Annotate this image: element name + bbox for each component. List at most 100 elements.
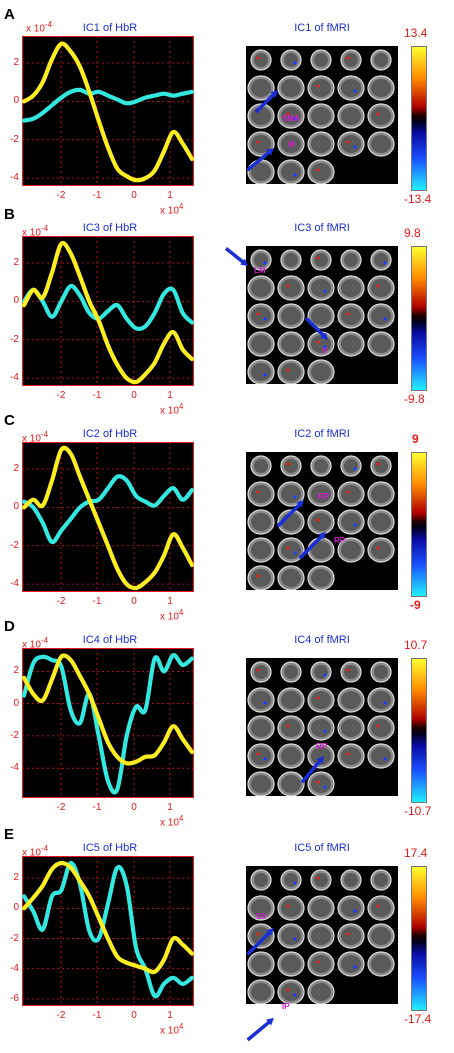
activation-spot <box>293 173 297 177</box>
y-tick-label: -6 <box>10 992 19 1004</box>
x-multiplier-exp: 4 <box>178 402 184 411</box>
x-tick-label: -2 <box>56 190 66 201</box>
y-multiplier-exp: -4 <box>40 430 49 439</box>
x-multiplier-base: x 10 <box>160 205 179 217</box>
brain-slice-inner <box>314 873 328 887</box>
y-tick-label: -2 <box>10 333 19 345</box>
brain-slice-inner <box>311 363 331 381</box>
x-multiplier-base: x 10 <box>160 1025 179 1037</box>
x-multiplier: x 104 <box>160 402 183 416</box>
x-multiplier: x 104 <box>160 608 183 622</box>
brain-slice-inner <box>251 719 271 737</box>
activation-spot <box>286 284 290 288</box>
brain-slice-inner <box>311 485 331 503</box>
brain-slice-inner <box>251 307 271 325</box>
x-tick-label: 1 <box>167 802 173 813</box>
activation-spot <box>353 467 357 471</box>
arrow-marker <box>242 138 282 183</box>
activation-spot <box>256 668 260 672</box>
arrow-marker <box>218 238 258 283</box>
brain-slice-inner <box>281 747 301 765</box>
brain-slice-inner <box>284 873 298 887</box>
activation-spot <box>316 780 320 784</box>
activation-spot <box>383 261 387 265</box>
brain-slice-inner <box>311 899 331 917</box>
brain-slice-inner <box>344 53 358 67</box>
activation-spot <box>286 462 290 466</box>
arrow-shaft <box>304 316 327 339</box>
fmri-title: IC2 of fMRI <box>294 428 350 440</box>
brain-slice-inner <box>284 459 298 473</box>
brain-slice-inner <box>251 775 271 793</box>
brain-slice-inner <box>281 485 301 503</box>
y-multiplier-base: x 10 <box>26 23 45 35</box>
brain-slice-inner <box>281 541 301 559</box>
colorbar <box>411 658 427 803</box>
activation-spot <box>353 965 357 969</box>
y-tick-label: 0 <box>13 697 19 709</box>
plot-frame <box>22 442 194 592</box>
brain-slice-inner <box>341 307 361 325</box>
region-annotation: RP <box>316 742 328 751</box>
y-tick-label: 0 <box>13 295 19 307</box>
cyan-series-line <box>22 653 194 795</box>
cyan-series-line <box>22 87 194 123</box>
activation-spot <box>293 551 297 555</box>
brain-slice-inner <box>314 53 328 67</box>
activation-spot <box>376 284 380 288</box>
y-multiplier: x 10-4 <box>26 20 52 34</box>
panel-letter: C <box>4 412 15 429</box>
y-multiplier: x 10-4 <box>22 844 48 858</box>
activation-spot <box>256 490 260 494</box>
brain-slice-inner <box>314 253 328 267</box>
brain-slice-inner <box>311 163 331 181</box>
x-tick-label: 0 <box>131 802 137 813</box>
arrow-shaft <box>246 929 273 956</box>
brain-slice-inner <box>311 569 331 587</box>
activation-spot <box>293 937 297 941</box>
activation-spot <box>286 368 290 372</box>
fmri-brain-montage <box>246 452 398 591</box>
activation-spot <box>293 993 297 997</box>
brain-slice-inner <box>254 873 268 887</box>
brain-slice-inner <box>311 691 331 709</box>
x-multiplier: x 104 <box>160 1022 183 1036</box>
arrow-head <box>266 1018 274 1026</box>
brain-slice-inner <box>371 747 391 765</box>
brain-slice-inner <box>251 513 271 531</box>
activation-spot <box>316 256 320 260</box>
brain-slice-inner <box>311 541 331 559</box>
brain-slice-inner <box>374 459 388 473</box>
activation-spot <box>263 757 267 761</box>
y-multiplier: x 10-4 <box>22 224 48 238</box>
brain-slice-inner <box>284 665 298 679</box>
brain-slice-inner <box>371 513 391 531</box>
x-tick-label: 0 <box>131 190 137 201</box>
hbr-title: IC5 of HbR <box>82 842 138 854</box>
arrow-shaft <box>276 501 303 528</box>
cyan-series-line <box>22 283 194 331</box>
plot-frame <box>22 856 194 1006</box>
brain-slice-inner <box>311 747 331 765</box>
brain-slice-inner <box>341 691 361 709</box>
brain-slice-inner <box>374 53 388 67</box>
brain-slice-inner <box>371 719 391 737</box>
x-tick-label: -2 <box>56 596 66 607</box>
brain-slice-inner <box>341 135 361 153</box>
y-tick-label: -4 <box>10 762 19 774</box>
fmri-brain-montage <box>246 246 398 385</box>
activation-spot <box>383 317 387 321</box>
panel-e: E IC5 of HbR IC5 of fMRI x 10-4 2 0 -2 -4 -6 -2 -1… <box>0 826 454 1036</box>
brain-slice-inner <box>281 569 301 587</box>
arrow-shaft <box>246 149 273 172</box>
brain-slice-inner <box>281 983 301 1001</box>
brain-slice-inner <box>251 279 271 297</box>
activation-spot <box>316 340 320 344</box>
activation-spot <box>346 668 350 672</box>
x-multiplier-base: x 10 <box>160 611 179 623</box>
brain-slice-inner <box>251 335 271 353</box>
brain-slice-inner <box>344 253 358 267</box>
arrow-icon <box>298 532 326 560</box>
brain-slice-inner <box>284 53 298 67</box>
brain-slice-inner <box>311 955 331 973</box>
